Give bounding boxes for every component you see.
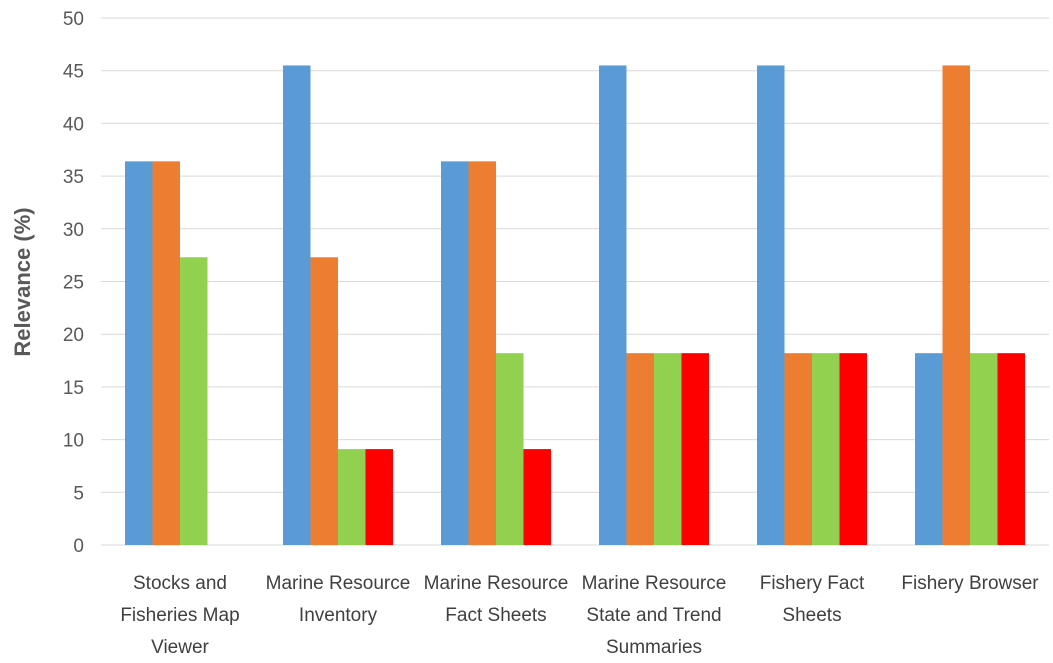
- x-category-label: Fishery Fact Sheets: [760, 573, 865, 626]
- x-category-label-line: Marine Resource: [582, 573, 727, 594]
- bar: [997, 353, 1025, 545]
- bar: [441, 161, 469, 545]
- y-tick-label: 20: [63, 325, 84, 346]
- x-category-label: Stocks and Fisheries Map Viewer: [120, 573, 239, 658]
- bar: [839, 353, 867, 545]
- x-category-label: Marine Resource Fact Sheets: [424, 573, 569, 626]
- gridlines: [101, 17, 1049, 546]
- x-category-label-line: Inventory: [299, 605, 378, 626]
- x-category-label: Fishery Browser: [901, 573, 1039, 594]
- y-axis-ticks: 0 5 10 15 20 25 30 35 40 45 50: [63, 9, 84, 557]
- x-category-label-line: Fishery Fact: [760, 573, 865, 594]
- bar: [152, 161, 180, 545]
- x-category-label-line: Sheets: [782, 605, 841, 626]
- x-category-label: Marine Resource Inventory: [266, 573, 411, 626]
- y-tick-label: 30: [63, 220, 84, 241]
- y-tick-label: 10: [63, 431, 84, 452]
- bar: [970, 353, 998, 545]
- y-tick-label: 5: [73, 483, 84, 504]
- bars: [125, 65, 1025, 546]
- x-category-label-line: Viewer: [151, 637, 209, 658]
- bar: [681, 353, 709, 545]
- bar: [942, 65, 970, 546]
- x-category-label-line: State and Trend: [586, 605, 721, 626]
- x-category-label-line: Fact Sheets: [445, 605, 546, 626]
- x-category-label-line: Summaries: [606, 637, 702, 658]
- y-tick-label: 40: [63, 114, 84, 135]
- bar: [654, 353, 682, 545]
- x-category-label-line: Stocks and: [133, 573, 227, 594]
- x-category-label-line: Fishery Browser: [901, 573, 1039, 594]
- y-tick-label: 0: [73, 536, 84, 557]
- bar: [915, 353, 943, 545]
- y-tick-label: 50: [63, 9, 84, 30]
- bar: [626, 353, 654, 545]
- y-tick-label: 35: [63, 167, 84, 188]
- y-tick-label: 15: [63, 378, 84, 399]
- bar: [496, 353, 524, 545]
- x-category-label-line: Marine Resource: [424, 573, 569, 594]
- bar: [125, 161, 153, 545]
- bar: [468, 161, 496, 545]
- y-tick-label: 25: [63, 273, 84, 294]
- bar: [599, 65, 627, 546]
- bar: [757, 65, 785, 546]
- bar: [812, 353, 840, 545]
- bar: [338, 449, 366, 545]
- bar: [784, 353, 812, 545]
- y-tick-label: 45: [63, 62, 84, 83]
- x-category-label-line: Marine Resource: [266, 573, 411, 594]
- x-category-label: Marine Resource State and Trend Summaries: [582, 573, 727, 658]
- x-category-label-line: Fisheries Map: [120, 605, 239, 626]
- bar: [310, 257, 338, 545]
- bar: [365, 449, 393, 545]
- bar: [180, 257, 208, 545]
- y-axis-label: Relevance (%): [10, 207, 35, 356]
- x-axis-categories: Stocks and Fisheries Map Viewer Marine Reso…: [120, 573, 1039, 658]
- bar: [283, 65, 311, 546]
- bar: [523, 449, 551, 545]
